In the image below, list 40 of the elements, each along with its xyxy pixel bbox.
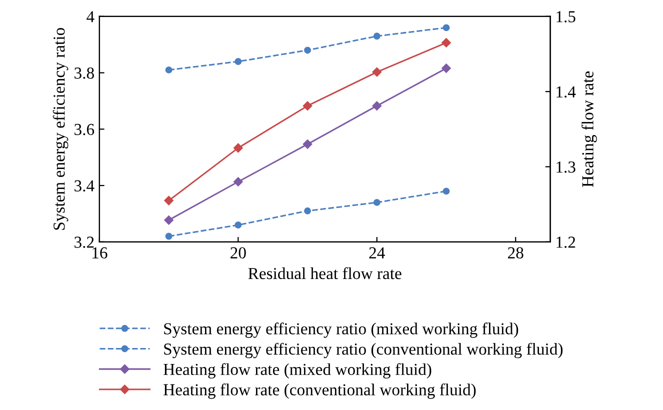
- legend-label: System energy efficiency ratio (conventional working fluid): [164, 342, 563, 358]
- point: [442, 64, 451, 73]
- y-axis-title: System energy efficiency ratio: [52, 28, 68, 230]
- y-tick-label: 4: [86, 11, 94, 22]
- x-tick-label: 28: [508, 247, 524, 258]
- point: [302, 140, 312, 149]
- point: [302, 101, 312, 110]
- x-tick-label: 16: [92, 247, 108, 258]
- legend-label: Heating flow rate (mixed working fluid): [164, 363, 432, 378]
- y-tick-label: 3.4: [74, 180, 94, 192]
- point: [304, 46, 312, 54]
- point: [234, 58, 242, 65]
- y2-tick-label: 1.3: [556, 161, 576, 173]
- point: [234, 177, 243, 186]
- x-axis-title: Residual heat flow rate: [248, 267, 402, 280]
- point: [372, 101, 382, 110]
- y-tick-label: 3.2: [74, 236, 94, 248]
- point: [442, 188, 450, 195]
- point: [304, 207, 312, 214]
- point: [373, 198, 380, 206]
- y2-axis-title: Heating flow rate: [582, 71, 597, 187]
- point: [164, 196, 174, 206]
- y-tick-label: 3.8: [74, 67, 94, 79]
- point: [372, 67, 382, 77]
- point: [442, 24, 450, 32]
- legend-label: System energy efficiency ratio (mixed working fluid): [164, 322, 518, 338]
- x-tick-label: 24: [369, 247, 385, 258]
- point: [234, 222, 242, 228]
- y2-tick-label: 1.5: [556, 11, 576, 22]
- point: [234, 143, 243, 153]
- point: [165, 232, 172, 240]
- y2-tick-label: 1.2: [556, 236, 576, 248]
- x-tick-label: 20: [230, 247, 246, 258]
- legend-label: Heating flow rate (conventional working fluid): [164, 383, 476, 399]
- point: [164, 215, 174, 225]
- point: [165, 66, 172, 74]
- y-tick-label: 3.6: [74, 124, 94, 136]
- point: [442, 38, 451, 48]
- point: [373, 32, 380, 40]
- y2-tick-label: 1.4: [556, 86, 576, 98]
